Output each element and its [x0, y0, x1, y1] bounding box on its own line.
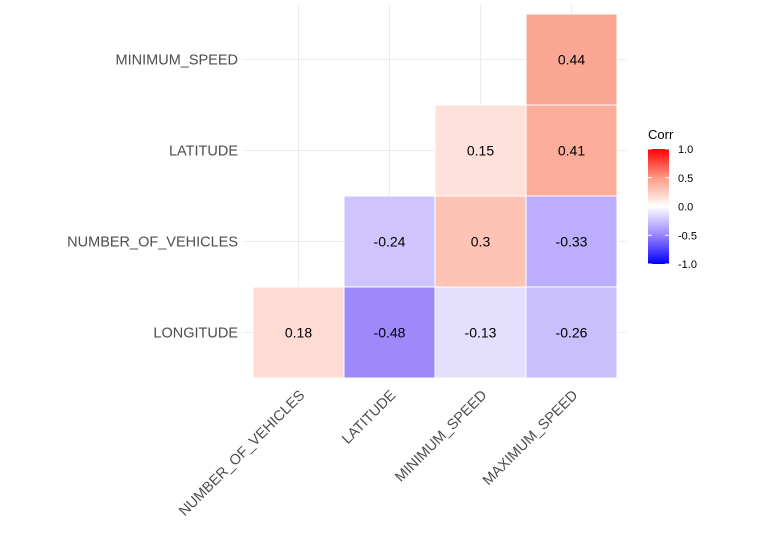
- x-tick-label-minimum_speed: MINIMUM_SPEED: [392, 388, 490, 486]
- y-tick-label-longitude: LONGITUDE: [153, 326, 238, 342]
- heatmap-tile: [525, 286, 618, 379]
- x-tick-label-latitude: LATITUDE: [339, 387, 399, 447]
- tile-value-label: -0.26: [556, 325, 588, 341]
- y-tick-label-latitude: LATITUDE: [169, 144, 238, 160]
- tile-value-label: 0.15: [467, 143, 494, 159]
- heatmap-tile: [252, 286, 345, 379]
- heatmap-tile: [525, 104, 618, 197]
- heatmap-tile: [434, 286, 527, 379]
- tile-value-label: 0.44: [558, 52, 585, 68]
- legend-tick-label: 0.5: [678, 173, 693, 185]
- heatmap-tiles: [252, 13, 618, 379]
- tile-value-label: 0.41: [558, 143, 585, 159]
- tile-value-label: -0.24: [374, 234, 406, 250]
- heatmap-tile: [434, 104, 527, 197]
- x-tick-label-maximum_speed: MAXIMUM_SPEED: [480, 388, 581, 489]
- color-legend: Corr 1.0 0.5 0.0 -0.5 -1.0: [648, 127, 697, 271]
- legend-colorbar: [648, 149, 669, 264]
- y-tick-label-number_of_vehicles: NUMBER_OF_VEHICLES: [67, 235, 238, 251]
- x-tick-label-number_of_vehicles: NUMBER_OF_VEHICLES: [176, 388, 308, 520]
- heatmap-tile: [343, 286, 436, 379]
- tile-value-label: 0.18: [285, 325, 312, 341]
- tile-value-label: -0.13: [465, 325, 497, 341]
- legend-title: Corr: [648, 127, 674, 142]
- y-tick-label-minimum_speed: MINIMUM_SPEED: [116, 53, 238, 69]
- tile-value-labels: 0.18 -0.48 -0.13 -0.26 -0.24 0.3 -0.33 0.15 0.41…: [285, 52, 588, 341]
- legend-tick-label: 1.0: [678, 144, 693, 156]
- legend-tick-label: -1.0: [678, 259, 697, 271]
- tile-value-label: 0.3: [471, 234, 491, 250]
- tile-value-label: -0.48: [374, 325, 406, 341]
- heatmap-tile: [525, 13, 618, 106]
- legend-tick-label: -0.5: [678, 230, 697, 242]
- legend-tick-label: 0.0: [678, 202, 693, 214]
- y-axis-labels: LONGITUDE NUMBER_OF_VEHICLES LATITUDE MINIM…: [67, 53, 238, 342]
- x-axis-labels: NUMBER_OF_VEHICLES LATITUDEMINIMUM_SPEEDM…: [176, 387, 581, 519]
- tile-value-label: -0.33: [556, 234, 588, 250]
